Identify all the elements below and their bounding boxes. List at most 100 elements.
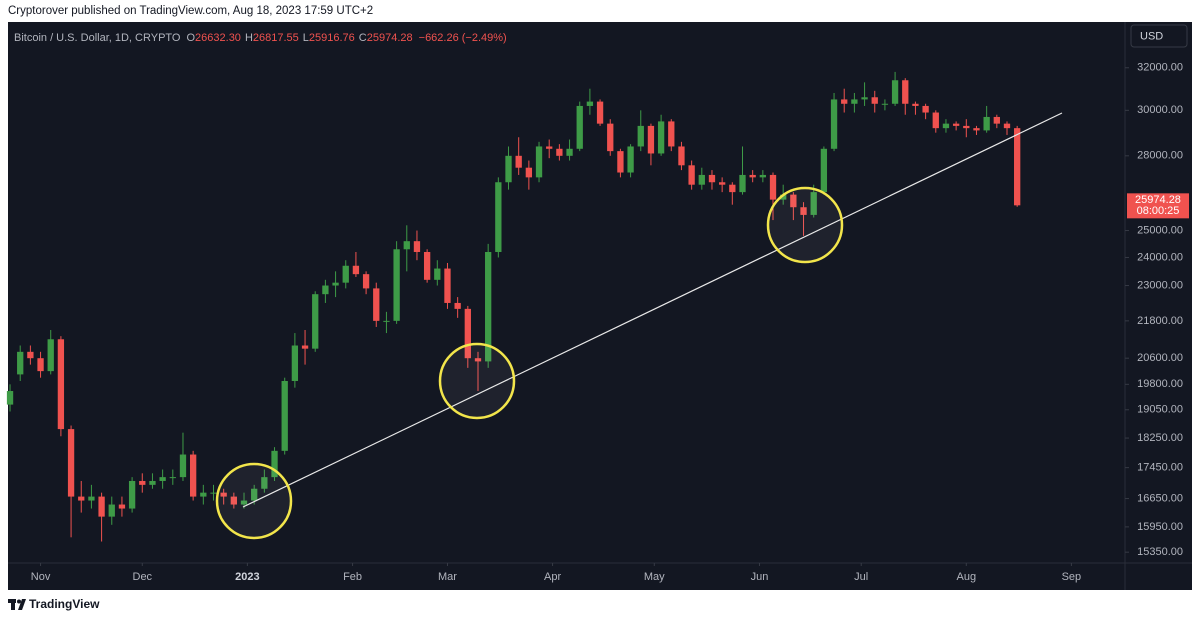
y-tick-label: 19050.00 (1137, 404, 1183, 416)
candle-body (841, 99, 848, 104)
candle-body (393, 249, 400, 321)
candle-body (332, 282, 339, 286)
candle-body (790, 194, 797, 208)
candle-body (37, 358, 44, 372)
candle-body (444, 268, 451, 303)
candle-body (169, 477, 176, 479)
candle-body (108, 504, 115, 517)
candle-body (6, 391, 14, 405)
candle-body (983, 116, 990, 131)
currency-button[interactable] (1130, 24, 1188, 48)
highlight-circle (438, 342, 516, 420)
legend-change: −662.26 (−2.49%) (419, 32, 507, 44)
candles (6, 71, 1021, 542)
x-tick-label: Dec (133, 571, 153, 583)
candle-body (413, 241, 421, 252)
candle-body (118, 504, 126, 509)
candle-body (932, 112, 939, 129)
candle-body (67, 429, 75, 497)
candle-body (668, 121, 675, 147)
legend-value: 26817.55 (253, 32, 299, 44)
candle-body (403, 241, 410, 250)
candle-body (851, 99, 858, 104)
highlight-circle (215, 462, 293, 540)
candle-body (434, 268, 441, 280)
candle-body (271, 450, 278, 478)
trend-line (242, 112, 1063, 508)
candle-body (871, 97, 878, 104)
candle-body (688, 165, 695, 185)
y-tick-label: 19800.00 (1137, 378, 1183, 390)
candle-body (78, 496, 85, 501)
candle-body (98, 496, 105, 517)
candle-body (251, 488, 258, 501)
symbol: Bitcoin / U.S. Dollar, 1D, CRYPTO (14, 32, 181, 44)
legend-value: 26632.30 (195, 32, 241, 44)
candle-body (586, 101, 594, 106)
candle-body (749, 174, 756, 178)
candle-body (942, 123, 950, 129)
candle-body (1014, 128, 1021, 206)
candle-body (485, 251, 492, 362)
candle-body (464, 308, 471, 359)
candle-body (342, 265, 349, 283)
y-tick-label: 28000.00 (1137, 150, 1183, 162)
candle-body (627, 146, 634, 173)
candle-body (525, 167, 533, 178)
x-tick-label: Sep (1062, 571, 1082, 583)
legend-key: C (359, 32, 367, 44)
x-tick-label: 2023 (235, 571, 259, 583)
candle-body (739, 174, 746, 193)
candle-body (698, 174, 705, 185)
candle-body (769, 174, 777, 200)
candle-body (576, 105, 583, 149)
candle-body (505, 155, 512, 183)
currency-label[interactable]: USD (1140, 30, 1163, 42)
candle-body (128, 480, 136, 509)
x-tick-label: Aug (957, 571, 977, 583)
candle-body (647, 125, 655, 154)
y-tick-label: 15350.00 (1137, 546, 1183, 558)
candle-body (952, 123, 960, 126)
candle-body (139, 480, 146, 485)
y-tick-label: 24000.00 (1137, 251, 1183, 263)
candle-body (57, 339, 65, 430)
last-price-label: 25974.28 (1135, 194, 1181, 206)
last-price-box (1127, 193, 1189, 219)
publish-info: Cryptorover published on TradingView.com… (8, 5, 373, 17)
candle-body (301, 345, 309, 349)
candle-body (596, 101, 604, 124)
candle-body (1003, 123, 1011, 129)
candle-body (47, 339, 54, 372)
candle-body (902, 80, 909, 104)
candle-body (617, 151, 624, 173)
candle-body (17, 351, 24, 375)
candle-body (261, 477, 268, 489)
candle-body (820, 148, 828, 193)
candle-body (474, 358, 482, 362)
candle-body (454, 302, 461, 309)
candle-body (861, 97, 868, 100)
candle-body (88, 496, 95, 501)
candle-body (678, 146, 685, 166)
candle-body (881, 103, 889, 105)
candle-body (891, 80, 899, 104)
legend-key: O (186, 32, 195, 44)
candle-body (963, 125, 970, 129)
y-tick-label: 23000.00 (1137, 279, 1183, 291)
candle-body (830, 99, 838, 149)
candle-body (291, 345, 299, 381)
candle-body (230, 496, 237, 505)
candle-body (179, 454, 187, 478)
candle-body (759, 174, 766, 178)
candle-body (657, 121, 665, 154)
candle-body (322, 285, 329, 295)
candle-body (281, 380, 288, 451)
candle-body (556, 148, 563, 156)
candle-body (373, 288, 380, 321)
candle-body (800, 207, 807, 215)
x-tick-label: Nov (31, 571, 51, 583)
footer-brand: TradingView (29, 597, 100, 611)
legend-key: L (303, 32, 309, 44)
